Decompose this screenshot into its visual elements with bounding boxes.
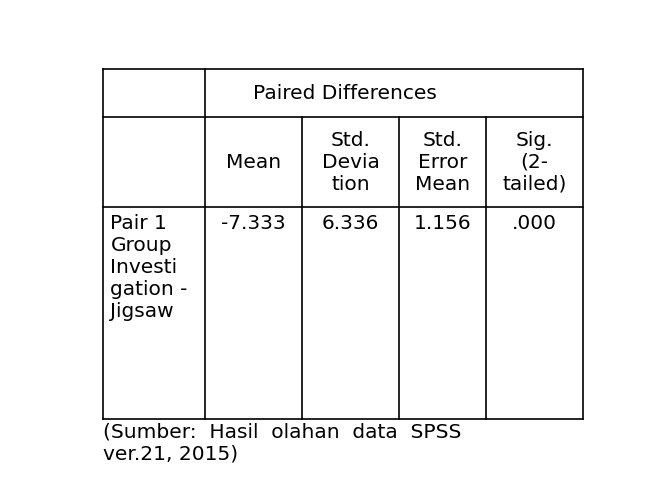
Text: Std.
Error
Mean: Std. Error Mean bbox=[415, 130, 470, 194]
Text: Mean: Mean bbox=[226, 153, 281, 171]
Text: .000: .000 bbox=[512, 214, 557, 233]
Text: Pair 1
Group
Investi
gation -
Jigsaw: Pair 1 Group Investi gation - Jigsaw bbox=[111, 214, 188, 321]
Text: Std.
Devia
tion: Std. Devia tion bbox=[322, 130, 380, 194]
Text: -7.333: -7.333 bbox=[221, 214, 286, 233]
Text: (Sumber:  Hasil  olahan  data  SPSS
ver.21, 2015): (Sumber: Hasil olahan data SPSS ver.21, … bbox=[103, 423, 461, 463]
Text: Paired Differences: Paired Differences bbox=[254, 84, 438, 103]
Text: 1.156: 1.156 bbox=[414, 214, 471, 233]
Text: 6.336: 6.336 bbox=[322, 214, 379, 233]
Text: Sig.
(2-
tailed): Sig. (2- tailed) bbox=[502, 130, 567, 194]
